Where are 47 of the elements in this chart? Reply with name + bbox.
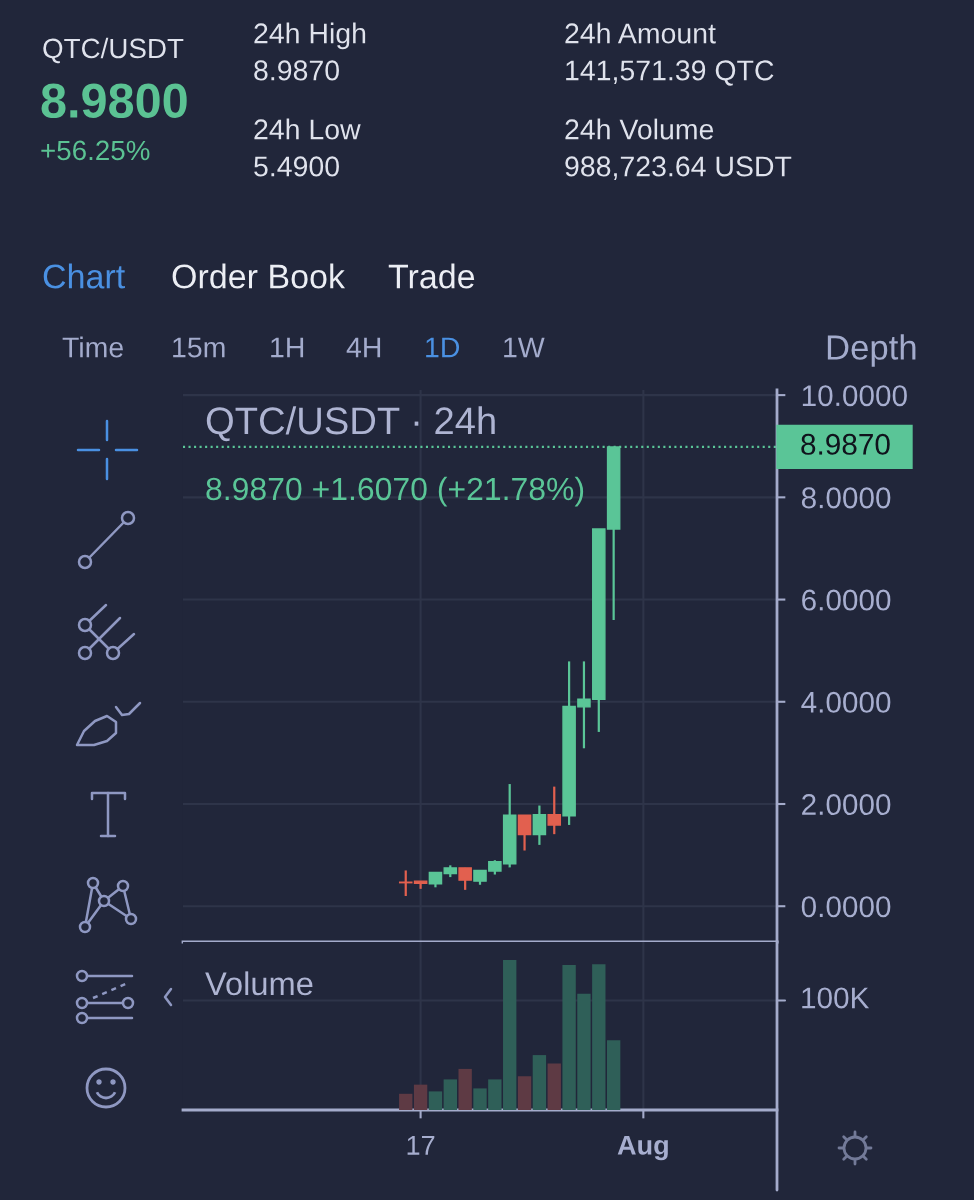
text: Depth: [827, 334, 916, 367]
bar: [517, 1076, 532, 1110]
bar: [606, 1040, 621, 1110]
text: 15m: [173, 337, 225, 358]
bar: [458, 1068, 472, 1110]
text: 4H: [346, 337, 381, 358]
x-tick-label: 17: [407, 1135, 435, 1155]
bar: [428, 1091, 443, 1110]
chart-title: Volume: [205, 971, 313, 996]
text: 24h High: [254, 22, 366, 50]
y-tick-label: 10.0000: [802, 385, 907, 407]
bar: [532, 1055, 547, 1110]
text: 1H: [271, 337, 304, 358]
text: 1W: [504, 337, 545, 358]
text: +56.25%: [41, 140, 150, 161]
text: QTC/USDT: [43, 37, 184, 64]
ref-line-label: 100K: [802, 987, 870, 1009]
candlestick: [547, 785, 562, 836]
text: 8.9800: [41, 83, 187, 118]
bar: [413, 1084, 428, 1110]
bar: [547, 1063, 561, 1110]
y-tick-label: 2.0000: [802, 794, 891, 816]
bar: [443, 1079, 457, 1110]
candlestick: [458, 866, 472, 891]
text: 141,571.39 QTC: [566, 60, 774, 86]
text: 988,723.64 USDT: [565, 156, 792, 180]
ref-line-label: 8.9870: [801, 433, 890, 455]
text: 8.9870 +1.6070 (+21.78%): [206, 476, 584, 507]
y-tick-label: 0.0000: [801, 896, 891, 918]
text: 8.9870: [254, 60, 339, 81]
text: 5.4900: [254, 156, 339, 177]
y-tick-label: 8.0000: [801, 487, 891, 509]
candlestick: [517, 814, 532, 852]
text: 24h Low: [254, 118, 361, 140]
x-tick-label: Aug: [617, 1135, 668, 1161]
y-tick-label: 4.0000: [801, 691, 891, 713]
text: 1D: [426, 337, 460, 358]
chart-title: QTC/USDT · 24h: [206, 406, 495, 442]
y-tick-label: 6.0000: [802, 589, 891, 611]
text: Trade: [388, 263, 475, 289]
bar: [399, 1093, 413, 1110]
text: 24h Amount: [565, 22, 716, 44]
candlestick: [532, 804, 547, 846]
text: 24h Volume: [565, 118, 714, 140]
text: Order Book: [172, 263, 346, 289]
text: Time: [62, 336, 123, 358]
text: Chart: [43, 263, 125, 289]
